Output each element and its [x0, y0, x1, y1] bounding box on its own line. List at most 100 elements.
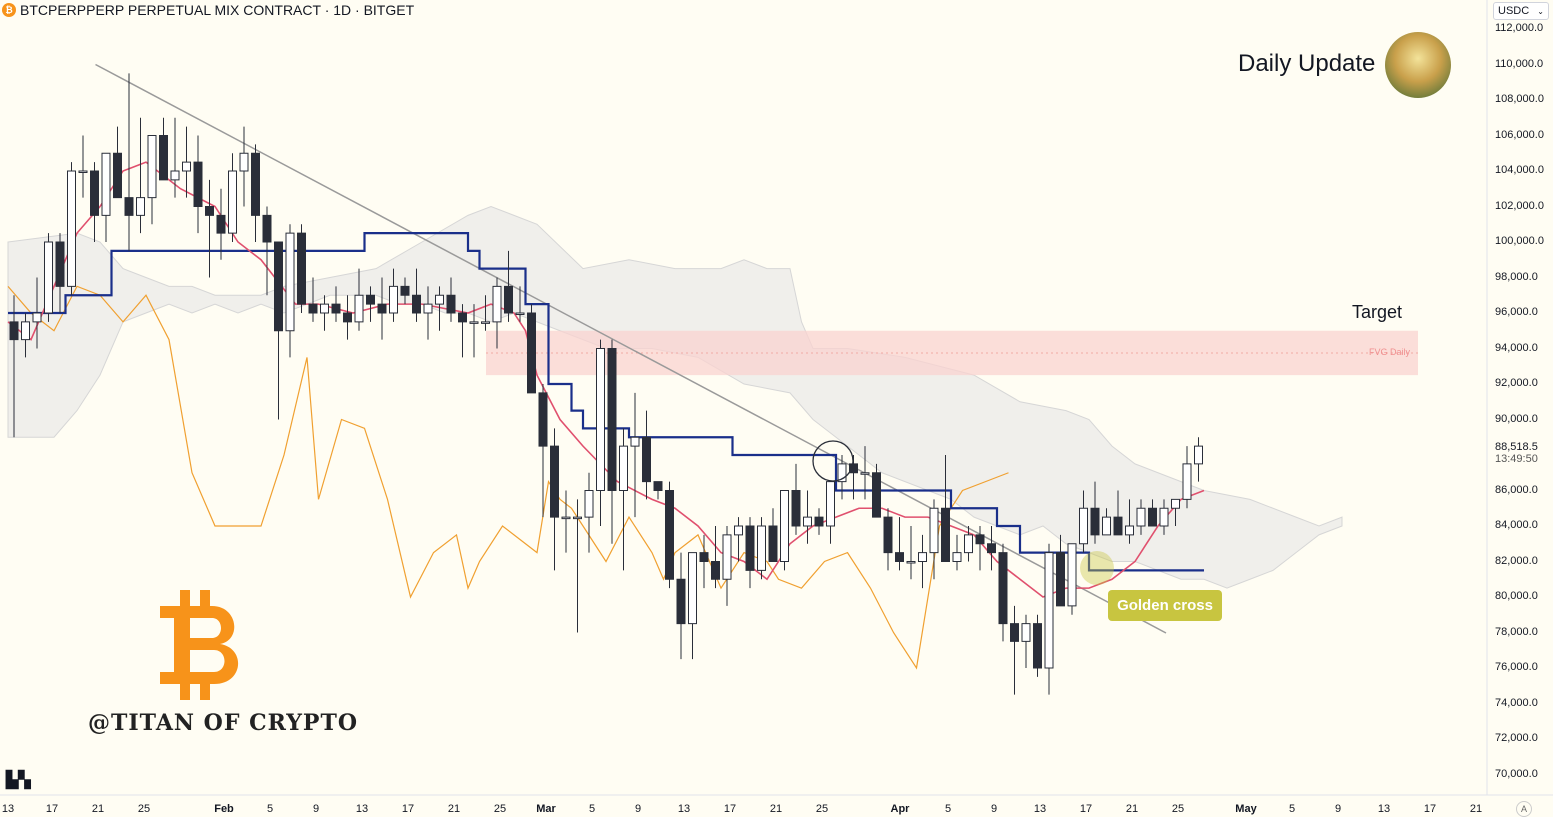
candle-body	[228, 170, 237, 234]
candle-body	[504, 285, 513, 314]
candle	[872, 463, 881, 518]
candle-body	[124, 197, 134, 216]
candle-body	[1044, 552, 1054, 669]
candle-body	[1067, 543, 1077, 607]
candle	[308, 277, 318, 322]
candle	[699, 534, 709, 589]
candle	[803, 490, 812, 544]
date-tick-label: 5	[1288, 803, 1296, 815]
candle-body	[32, 312, 42, 323]
date-tick-label: 21	[769, 803, 783, 815]
price-tick-label: 108,000.0	[1495, 93, 1544, 105]
candle-body	[573, 516, 582, 520]
date-tick-label: 5	[266, 803, 274, 815]
candle-body	[67, 170, 76, 287]
candle-body	[343, 312, 352, 323]
golden-cross-badge: Golden cross	[1108, 590, 1222, 621]
date-tick-label: 13	[1, 803, 15, 815]
candle-body	[9, 321, 19, 341]
date-tick-label: 17	[1079, 803, 1093, 815]
candle	[653, 481, 663, 500]
candle-body	[1010, 623, 1019, 642]
trendline-path	[95, 63, 1167, 634]
candle-body	[895, 552, 904, 562]
candle-body	[826, 481, 835, 527]
candle	[1159, 499, 1169, 535]
avatar	[1385, 32, 1451, 98]
date-tick-label: 21	[1469, 803, 1483, 815]
candle	[136, 117, 145, 234]
candle-body	[354, 294, 364, 323]
date-tick-label: 17	[1423, 803, 1437, 815]
candle	[9, 295, 19, 438]
date-tick-label: 17	[45, 803, 59, 815]
candle-body	[998, 552, 1008, 625]
candle	[147, 135, 157, 225]
candle	[596, 339, 605, 526]
candle	[504, 250, 513, 322]
candle	[987, 526, 996, 571]
price-tick-label: 102,000.0	[1495, 199, 1544, 212]
candle	[239, 126, 249, 207]
tenkan-line	[7, 161, 1205, 598]
candle	[458, 304, 467, 358]
candle	[1182, 446, 1192, 509]
candle	[665, 481, 674, 589]
candle	[274, 241, 283, 420]
date-tick-label: 25	[137, 803, 151, 815]
cross-circle-marker	[812, 440, 854, 482]
candle	[400, 277, 410, 305]
candle	[1079, 490, 1088, 553]
price-tick-label: 92,000.0	[1495, 377, 1538, 389]
date-tick-label: 5	[944, 803, 952, 815]
symbol-title[interactable]: BTCPERPPERP PERPETUAL MIX CONTRACT · 1D …	[20, 2, 415, 18]
candle	[676, 552, 686, 660]
price-tick-label: 112,000.0	[1495, 22, 1544, 34]
price-tick-label: 80,000.0	[1495, 590, 1538, 602]
candle	[573, 499, 582, 633]
date-tick-label: 21	[447, 803, 461, 815]
price-tick-label: 84,000.0	[1495, 519, 1538, 531]
candle	[159, 117, 168, 181]
candle-body	[1090, 507, 1100, 536]
date-tick-label: 9	[1334, 803, 1342, 815]
candle	[251, 144, 260, 242]
date-tick-label: 17	[723, 803, 737, 815]
tradingview-logo-icon: ▙▚	[6, 772, 31, 789]
candle	[67, 162, 76, 296]
candle-body	[952, 552, 962, 562]
date-tick-label: 5	[588, 803, 596, 815]
candle-body	[734, 525, 743, 536]
candle-body	[596, 348, 605, 491]
candle-body	[159, 135, 168, 181]
candle	[55, 233, 65, 313]
date-tick-label: 25	[815, 803, 829, 815]
price-tick-label: 90,000.0	[1495, 412, 1538, 425]
candle	[722, 526, 732, 606]
candle	[1102, 508, 1111, 536]
candle	[883, 508, 893, 571]
date-tick-label: 17	[401, 803, 415, 815]
candle-body	[400, 285, 410, 296]
candle	[814, 508, 824, 535]
candle	[941, 455, 950, 562]
price-tick-label: 82,000.0	[1495, 554, 1538, 567]
candle	[745, 517, 755, 589]
candle-body	[1125, 525, 1134, 536]
candle-body	[849, 463, 858, 474]
auto-scale-button[interactable]: A	[1516, 801, 1532, 817]
candle	[262, 206, 272, 296]
candle-body	[1021, 623, 1031, 642]
price-tick-label: 74,000.0	[1495, 696, 1538, 709]
currency-select[interactable]: USDC ⌄	[1493, 2, 1549, 20]
candle	[205, 179, 214, 278]
candle	[998, 543, 1008, 642]
candle	[688, 552, 697, 660]
candle	[412, 268, 421, 322]
candle-body	[814, 516, 824, 527]
candle	[826, 481, 835, 544]
candle	[515, 286, 525, 322]
candle-body	[918, 552, 927, 562]
candle-body	[665, 490, 674, 580]
